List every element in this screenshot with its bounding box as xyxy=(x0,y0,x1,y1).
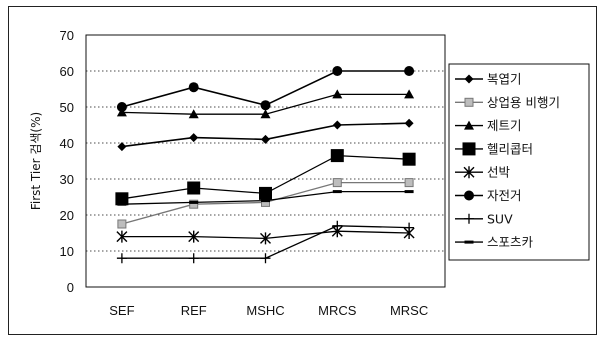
data-point xyxy=(260,100,271,111)
legend-label: 선박 xyxy=(487,165,511,180)
data-point xyxy=(402,152,416,166)
data-point xyxy=(462,142,476,156)
data-point xyxy=(464,190,474,201)
data-point xyxy=(332,120,342,130)
data-point xyxy=(116,253,127,264)
legend-entry: 선박 xyxy=(455,165,511,180)
data-point xyxy=(404,190,414,194)
data-point xyxy=(189,133,199,143)
series-6 xyxy=(116,66,415,112)
data-point xyxy=(464,240,474,244)
y-tick-label: 0 xyxy=(67,280,74,295)
legend-entry: 복엽기 xyxy=(455,72,522,87)
data-point xyxy=(404,178,414,188)
data-point xyxy=(117,219,127,229)
data-point xyxy=(332,178,342,188)
chart-frame xyxy=(8,6,597,335)
y-tick-label: 50 xyxy=(60,100,74,115)
data-point xyxy=(116,102,127,112)
series-5 xyxy=(116,225,415,245)
grid-lines xyxy=(86,70,445,252)
data-point xyxy=(332,190,342,194)
data-point xyxy=(404,118,414,128)
data-point xyxy=(188,253,199,264)
x-tick-label: MSHC xyxy=(246,303,284,318)
data-point xyxy=(189,199,199,209)
data-point xyxy=(261,199,270,203)
data-point xyxy=(187,181,201,195)
y-tick-label: 40 xyxy=(60,136,74,151)
data-point xyxy=(117,142,127,152)
y-tick-labels: 0 10 20 30 40 50 60 70 xyxy=(60,28,74,295)
y-tick-label: 30 xyxy=(60,172,74,187)
data-point xyxy=(330,149,344,163)
data-point xyxy=(464,213,474,224)
data-point xyxy=(260,232,271,245)
series-4 xyxy=(115,149,416,206)
legend-entry: SUV xyxy=(455,211,513,226)
legend-label: 자전거 xyxy=(487,188,522,203)
series-7 xyxy=(116,220,415,264)
data-point xyxy=(117,202,127,206)
y-tick-label: 10 xyxy=(60,244,74,259)
legend-entry: 스포츠카 xyxy=(455,235,534,250)
data-point xyxy=(261,134,270,144)
data-point xyxy=(332,220,343,231)
legend-label: 복엽기 xyxy=(487,72,522,87)
x-tick-label: MRSC xyxy=(390,303,428,318)
series-8 xyxy=(117,190,414,206)
data-point xyxy=(464,74,474,84)
data-point xyxy=(260,253,271,264)
legend-label: 헬리콥터 xyxy=(487,141,533,156)
series-1 xyxy=(117,118,414,152)
data-point xyxy=(188,82,199,93)
data-point xyxy=(188,109,199,119)
x-tick-label: MRCS xyxy=(318,303,357,318)
data-point xyxy=(464,120,474,130)
legend-entry: 제트기 xyxy=(455,118,522,133)
legend-label: 상업용 비행기 xyxy=(487,95,560,110)
data-point xyxy=(188,230,200,243)
data-point xyxy=(332,89,343,99)
legend-entry: 상업용 비행기 xyxy=(455,95,560,110)
data-point xyxy=(189,200,199,204)
legend-entry: 헬리콥터 xyxy=(455,141,533,156)
x-tick-label: REF xyxy=(181,303,207,318)
data-point xyxy=(116,230,128,243)
plot-area xyxy=(85,34,446,288)
x-tick-label: SEF xyxy=(109,303,134,318)
data-point xyxy=(332,66,343,76)
legend-label: SUV xyxy=(487,211,513,226)
legend-entry: 자전거 xyxy=(455,188,522,203)
x-tick-labels: SEF REF MSHC MRCS MRSC xyxy=(109,303,428,318)
data-point xyxy=(259,186,272,200)
y-tick-label: 60 xyxy=(60,64,74,79)
legend-box xyxy=(448,63,590,261)
legend-label: 스포츠카 xyxy=(487,235,534,250)
y-tick-label: 70 xyxy=(60,28,74,43)
data-point xyxy=(404,222,415,233)
y-tick-label: 20 xyxy=(60,208,74,223)
data-point xyxy=(404,66,415,76)
y-axis-label: First Tier 검색(%) xyxy=(29,112,43,210)
data-point xyxy=(115,192,129,206)
data-point xyxy=(260,109,271,119)
data-point xyxy=(464,97,474,107)
data-point xyxy=(404,89,415,99)
series-2 xyxy=(117,178,414,229)
data-point xyxy=(463,166,475,179)
series-lines xyxy=(115,66,416,264)
legend-label: 제트기 xyxy=(487,118,522,133)
